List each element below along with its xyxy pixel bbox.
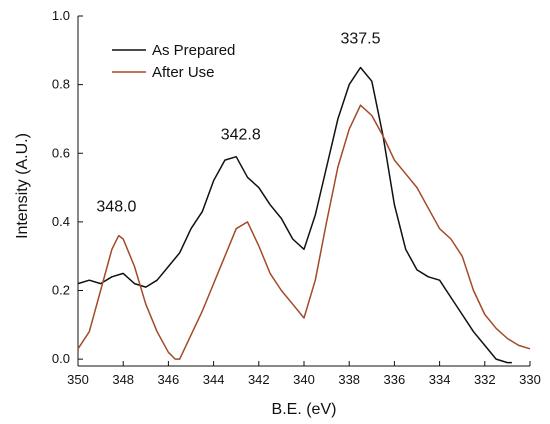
legend-label-after-use: After Use	[152, 64, 215, 81]
x-tick-label: 336	[384, 372, 406, 387]
x-tick-label: 332	[474, 372, 496, 387]
series-group	[77, 66, 531, 364]
legend: As Prepared After Use	[112, 42, 235, 81]
x-tick-label: 338	[338, 372, 360, 387]
peak-label: 348.0	[96, 199, 136, 216]
series-line-after-use	[77, 104, 531, 360]
y-tick-label: 1.0	[52, 8, 70, 23]
peak-label: 342.8	[221, 127, 261, 144]
series-line-as-prepared	[77, 66, 512, 364]
y-tick-label: 0.0	[52, 351, 70, 366]
x-tick-label: 346	[158, 372, 180, 387]
x-ticks: 350 348 346 344 342 340 338 336 334 332 330	[67, 361, 541, 387]
x-tick-label: 334	[429, 372, 451, 387]
x-tick-label: 348	[112, 372, 134, 387]
y-axis-label: Intensity (A.U.)	[14, 133, 31, 239]
annotation-group: 348.0 342.8 337.5	[96, 30, 380, 215]
legend-label-as-prepared: As Prepared	[152, 42, 235, 59]
x-tick-label: 340	[293, 372, 315, 387]
x-axis-label: B.E. (eV)	[272, 401, 337, 418]
y-tick-label: 0.6	[52, 145, 70, 160]
x-tick-label: 350	[67, 372, 89, 387]
y-tick-label: 0.8	[52, 77, 70, 92]
x-tick-label: 342	[248, 372, 270, 387]
x-tick-label: 344	[203, 372, 225, 387]
y-ticks: 0.0 0.2 0.4 0.6 0.8 1.0	[52, 8, 83, 366]
peak-label: 337.5	[340, 30, 380, 47]
x-tick-label: 330	[519, 372, 541, 387]
y-tick-label: 0.2	[52, 283, 70, 298]
y-tick-label: 0.4	[52, 214, 70, 229]
